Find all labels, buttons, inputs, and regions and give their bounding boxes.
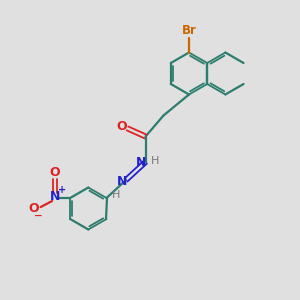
- Text: O: O: [117, 120, 128, 134]
- Text: N: N: [117, 175, 128, 188]
- Text: +: +: [58, 184, 66, 195]
- Text: H: H: [151, 155, 159, 166]
- Text: N: N: [50, 190, 60, 203]
- Text: O: O: [50, 166, 60, 179]
- Text: H: H: [112, 190, 120, 200]
- Text: Br: Br: [182, 24, 196, 38]
- Text: −: −: [34, 211, 43, 221]
- Text: N: N: [136, 155, 146, 169]
- Text: O: O: [29, 202, 39, 215]
